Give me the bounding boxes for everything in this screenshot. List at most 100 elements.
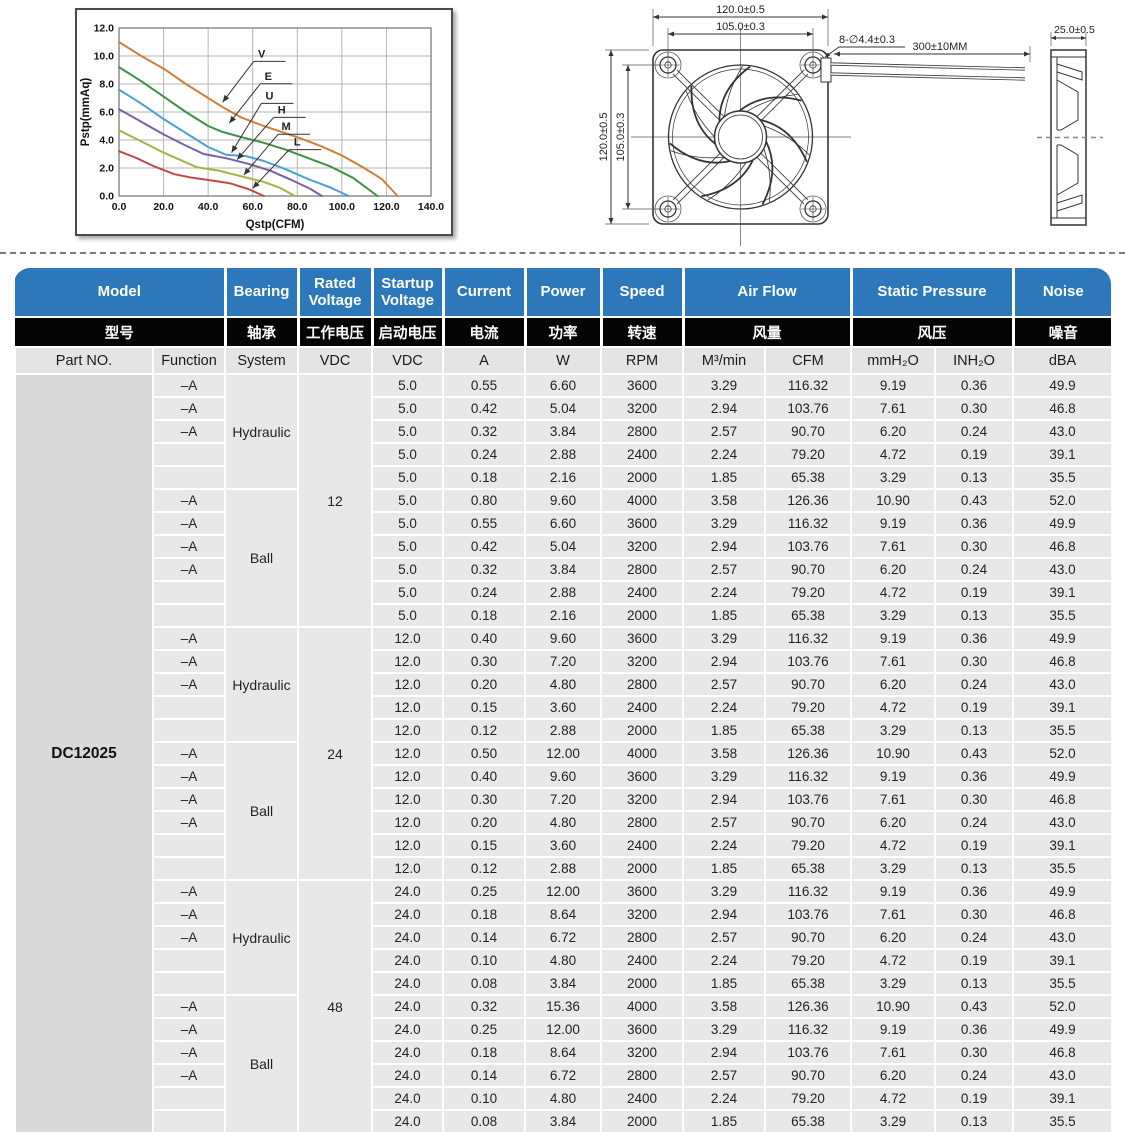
data-cell-mmh2o: 4.72	[850, 442, 937, 467]
data-cell-speed: 4000	[600, 994, 684, 1019]
data-cell-speed: 3200	[600, 534, 684, 559]
function-cell: –A	[152, 879, 226, 904]
data-cell-current: 0.40	[442, 626, 526, 651]
dim-width: 120.0±0.5	[716, 4, 765, 16]
data-cell-startup: 24.0	[371, 1040, 444, 1065]
data-cell-dba: 52.0	[1012, 994, 1111, 1019]
data-cell-startup: 12.0	[371, 741, 444, 766]
data-cell-cfm: 103.76	[763, 1040, 853, 1065]
unit-function: Function	[152, 346, 226, 375]
data-cell-m3min: 2.57	[682, 925, 766, 950]
rated-voltage-cell: 48	[297, 879, 373, 1134]
data-cell-current: 0.08	[442, 1109, 526, 1134]
data-cell-mmh2o: 9.19	[850, 511, 937, 536]
data-cell-cfm: 126.36	[763, 741, 853, 766]
data-cell-mmh2o: 6.20	[850, 419, 937, 444]
data-cell-speed: 2000	[600, 718, 684, 743]
spec-row: –A 5.0 0.32 3.84 2800 2.57 90.70 6.20 0.24 43.0	[15, 419, 1111, 444]
data-cell-current: 0.14	[442, 925, 526, 950]
data-cell-cfm: 79.20	[763, 1086, 853, 1111]
data-cell-mmh2o: 6.20	[850, 810, 937, 835]
spec-row: –A 12.0 0.20 4.80 2800 2.57 90.70 6.20 0.24 43.0	[15, 810, 1111, 835]
spec-row: 5.0 0.24 2.88 2400 2.24 79.20 4.72 0.19 39.1	[15, 442, 1111, 467]
data-cell-current: 0.18	[442, 465, 526, 490]
rated-voltage-cell: 12	[297, 373, 373, 628]
function-cell: –A	[152, 787, 226, 812]
data-cell-m3min: 1.85	[682, 856, 766, 881]
function-cell: –A	[152, 1017, 226, 1042]
data-cell-m3min: 3.29	[682, 764, 766, 789]
data-cell-m3min: 2.94	[682, 534, 766, 559]
function-cell	[152, 442, 226, 467]
data-cell-mmh2o: 7.61	[850, 902, 937, 927]
data-cell-cfm: 126.36	[763, 994, 853, 1019]
mounting-holes	[654, 51, 827, 223]
data-cell-dba: 39.1	[1012, 442, 1111, 467]
data-cell-dba: 39.1	[1012, 695, 1111, 720]
data-cell-inh2o: 0.13	[934, 1109, 1015, 1134]
data-cell-cfm: 90.70	[763, 1063, 853, 1088]
col-header-air-flow: Air Flow	[683, 268, 853, 318]
spec-row: 24.0 0.08 3.84 2000 1.85 65.38 3.29 0.13 35.5	[15, 971, 1111, 996]
data-cell-cfm: 90.70	[763, 557, 853, 582]
data-cell-inh2o: 0.30	[934, 1040, 1015, 1065]
data-cell-speed: 2000	[600, 856, 684, 881]
col-header-static-pressure-cn: 风压	[851, 317, 1015, 348]
data-cell-current: 0.30	[442, 787, 526, 812]
data-cell-startup: 5.0	[371, 603, 444, 628]
data-cell-speed: 3200	[600, 649, 684, 674]
data-cell-current: 0.10	[442, 1086, 526, 1111]
svg-text:10.0: 10.0	[94, 51, 115, 63]
data-cell-power: 15.36	[524, 994, 602, 1019]
data-cell-startup: 24.0	[371, 948, 444, 973]
spec-row: 24.0 0.10 4.80 2400 2.24 79.20 4.72 0.19 39.1	[15, 1086, 1111, 1111]
unit-dba: dBA	[1012, 346, 1111, 375]
data-cell-dba: 52.0	[1012, 741, 1111, 766]
data-cell-current: 0.25	[442, 879, 526, 904]
data-cell-inh2o: 0.13	[934, 465, 1015, 490]
data-cell-dba: 46.8	[1012, 649, 1111, 674]
data-cell-speed: 3200	[600, 902, 684, 927]
performance-chart-figure: 0.0 20.0 40.0 60.0 80.0 100.0 120.0 140.0 0.0 2.0…	[75, 8, 453, 236]
data-cell-power: 6.72	[524, 1063, 602, 1088]
data-cell-current: 0.80	[442, 488, 526, 513]
data-cell-speed: 2000	[600, 465, 684, 490]
spec-row: –A 5.0 0.55 6.60 3600 3.29 116.32 9.19 0.36 49.9	[15, 511, 1111, 536]
data-cell-startup: 24.0	[371, 971, 444, 996]
data-cell-startup: 5.0	[371, 557, 444, 582]
performance-curve-U	[118, 88, 350, 197]
data-cell-dba: 49.9	[1012, 879, 1111, 904]
data-cell-m3min: 3.29	[682, 1017, 766, 1042]
col-header-startup-voltage: Startup Voltage	[372, 268, 445, 318]
data-cell-mmh2o: 7.61	[850, 534, 937, 559]
data-cell-speed: 2400	[600, 442, 684, 467]
data-cell-dba: 39.1	[1012, 580, 1111, 605]
data-cell-dba: 35.5	[1012, 465, 1111, 490]
data-cell-inh2o: 0.19	[934, 580, 1015, 605]
data-cell-speed: 2800	[600, 672, 684, 697]
data-cell-mmh2o: 10.90	[850, 488, 937, 513]
data-cell-inh2o: 0.30	[934, 649, 1015, 674]
function-cell: –A	[152, 994, 226, 1019]
data-cell-startup: 24.0	[371, 902, 444, 927]
data-cell-startup: 12.0	[371, 695, 444, 720]
svg-text:M: M	[282, 121, 291, 133]
header-row-chinese: 型号 轴承 工作电压 启动电压 电流 功率 转速 风量 风压 噪音	[15, 317, 1111, 348]
dim-hole-spacing-v: 105.0±0.3	[615, 113, 627, 162]
data-cell-current: 0.15	[442, 695, 526, 720]
svg-text:12.0: 12.0	[94, 23, 115, 35]
data-cell-speed: 2800	[600, 419, 684, 444]
data-cell-inh2o: 0.19	[934, 695, 1015, 720]
data-cell-m3min: 1.85	[682, 603, 766, 628]
data-cell-inh2o: 0.43	[934, 741, 1015, 766]
data-cell-cfm: 65.38	[763, 971, 853, 996]
function-cell: –A	[152, 764, 226, 789]
data-cell-m3min: 1.85	[682, 465, 766, 490]
data-cell-speed: 2000	[600, 1109, 684, 1134]
data-cell-speed: 3200	[600, 787, 684, 812]
data-cell-inh2o: 0.36	[934, 511, 1015, 536]
data-cell-power: 12.00	[524, 1017, 602, 1042]
function-cell	[152, 603, 226, 628]
bearing-cell: Hydraulic	[224, 879, 299, 996]
data-cell-cfm: 65.38	[763, 1109, 853, 1134]
